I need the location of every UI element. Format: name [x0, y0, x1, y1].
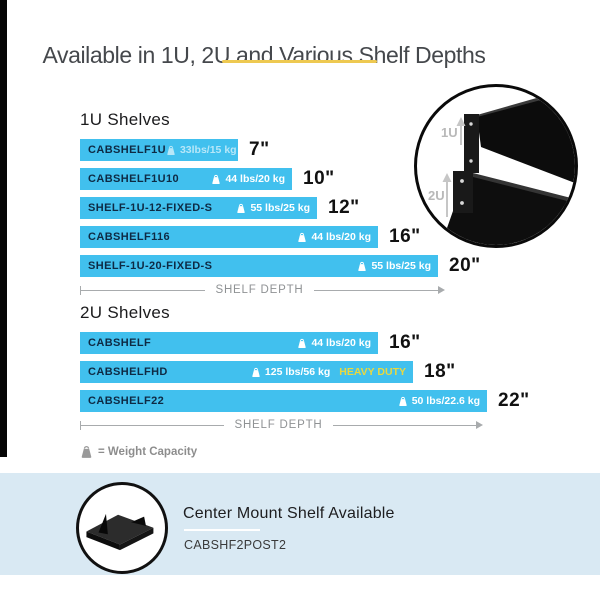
weight-capacity-label: 125 lbs/56 kg HEAVY DUTY	[251, 366, 413, 378]
section-heading: 2U Shelves	[80, 303, 170, 322]
model-label: CABSHELF1U10	[88, 173, 179, 185]
depth-label: 22"	[498, 390, 530, 411]
weight-icon	[298, 232, 307, 242]
axis-label: SHELF DEPTH	[234, 419, 323, 431]
shelf-bar-row: CABSHELF1U 33lbs/15 kg 7"	[80, 139, 481, 161]
bar-group-2u: CABSHELF 44 lbs/20 kg 16" CABSHELFHD 125…	[80, 332, 530, 412]
shelf-depth-axis: SHELF DEPTH	[80, 419, 484, 431]
bar-group-1u: CABSHELF1U 33lbs/15 kg 7" CABSHELF1U10 4…	[80, 139, 481, 277]
axis-arrowhead-icon	[438, 286, 446, 294]
title-underline	[222, 60, 377, 63]
shelf-bar: CABSHELF22 50 lbs/22.6 kg	[80, 390, 487, 412]
page-title: Available in 1U, 2U and Various Shelf De…	[42, 42, 486, 69]
shelf-depth-axis: SHELF DEPTH	[80, 284, 446, 296]
shelf-bar-row: SHELF-1U-12-FIXED-S 55 lbs/25 kg 12"	[80, 197, 481, 219]
weight-value: 55 lbs/25 kg	[371, 260, 431, 272]
shelf-bar-row: CABSHELF1U10 44 lbs/20 kg 10"	[80, 168, 481, 190]
shelf-bar: SHELF-1U-20-FIXED-S 55 lbs/25 kg	[80, 255, 438, 277]
model-label: CABSHELFHD	[88, 366, 168, 378]
weight-icon	[237, 203, 246, 213]
model-label: CABSHELF22	[88, 395, 165, 407]
shelf-bar-row: CABSHELF 44 lbs/20 kg 16"	[80, 332, 530, 354]
model-label: SHELF-1U-12-FIXED-S	[88, 202, 213, 214]
weight-icon	[212, 174, 221, 184]
weight-icon	[81, 445, 92, 458]
weight-value: 50 lbs/22.6 kg	[411, 395, 480, 407]
shelf-bar-row: CABSHELF22 50 lbs/22.6 kg 22"	[80, 390, 530, 412]
section-heading: 1U Shelves	[80, 110, 170, 129]
shelf-bar-row: CABSHELF116 44 lbs/20 kg 16"	[80, 226, 481, 248]
left-edge-strip	[0, 0, 7, 457]
weight-capacity-label: 33lbs/15 kg	[166, 144, 244, 156]
footer-title: Center Mount Shelf Available	[183, 505, 395, 522]
footer-title-underline	[184, 529, 260, 531]
axis-line	[81, 289, 206, 291]
shelf-bar-row: SHELF-1U-20-FIXED-S 55 lbs/25 kg 20"	[80, 255, 481, 277]
shelf-photo-illustration: 1U 2U	[428, 87, 575, 245]
shelf-bar-row: CABSHELFHD 125 lbs/56 kg HEAVY DUTY 18"	[80, 361, 530, 383]
model-label: CABSHELF1U	[88, 144, 166, 156]
axis-start-tick	[80, 420, 81, 430]
depth-label: 16"	[389, 226, 421, 247]
weight-capacity-label: 44 lbs/20 kg	[297, 231, 378, 243]
weight-icon	[167, 145, 175, 155]
inset-label-2u: 2U	[428, 188, 445, 203]
weight-capacity-label: 44 lbs/20 kg	[211, 173, 292, 185]
weight-value: 125 lbs/56 kg	[264, 366, 331, 378]
axis-arrowhead-icon	[476, 421, 484, 429]
model-label: SHELF-1U-20-FIXED-S	[88, 260, 213, 272]
axis-line	[313, 289, 439, 291]
weight-capacity-label: 44 lbs/20 kg	[297, 337, 378, 349]
weight-capacity-legend: = Weight Capacity	[80, 445, 197, 459]
axis-line	[81, 424, 225, 426]
section-1u-shelves: 1U Shelves CABSHELF1U 33lbs/15 kg 7" CAB…	[80, 110, 481, 296]
weight-capacity-label: 55 lbs/25 kg	[357, 260, 438, 272]
weight-value: 44 lbs/20 kg	[311, 337, 371, 349]
axis-label: SHELF DEPTH	[215, 284, 304, 296]
model-label: CABSHELF116	[88, 231, 171, 243]
model-label: CABSHELF	[88, 337, 152, 349]
weight-icon	[358, 261, 367, 271]
shelf-bar: CABSHELF1U 33lbs/15 kg	[80, 139, 238, 161]
inset-label-1u: 1U	[441, 125, 458, 140]
depth-label: 7"	[249, 139, 270, 160]
center-mount-shelf-photo	[76, 482, 168, 574]
shelf-bar: SHELF-1U-12-FIXED-S 55 lbs/25 kg	[80, 197, 317, 219]
up-arrow-2u-icon	[442, 173, 452, 217]
weight-capacity-label: 55 lbs/25 kg	[236, 202, 317, 214]
center-mount-shelf-illustration	[86, 513, 154, 551]
weight-icon	[252, 367, 260, 377]
shelf-bar: CABSHELF116 44 lbs/20 kg	[80, 226, 378, 248]
legend-label: = Weight Capacity	[98, 446, 198, 458]
shelf-bar: CABSHELF1U10 44 lbs/20 kg	[80, 168, 292, 190]
section-2u-shelves: 2U Shelves CABSHELF 44 lbs/20 kg 16" CAB…	[80, 303, 530, 431]
depth-label: 10"	[303, 168, 335, 189]
shelf-bar: CABSHELFHD 125 lbs/56 kg HEAVY DUTY	[80, 361, 413, 383]
shelf-photo-inset: 1U 2U	[414, 84, 578, 248]
shelf-bar: CABSHELF 44 lbs/20 kg	[80, 332, 378, 354]
depth-label: 20"	[449, 255, 481, 276]
heavy-duty-badge: HEAVY DUTY	[339, 366, 406, 378]
weight-icon	[399, 396, 407, 406]
up-arrow-1u-icon	[456, 117, 466, 145]
depth-label: 18"	[424, 361, 456, 382]
weight-value: 33lbs/15 kg	[179, 144, 237, 156]
footer-model-number: CABSHF2POST2	[184, 538, 287, 552]
weight-capacity-label: 50 lbs/22.6 kg	[398, 395, 487, 407]
axis-start-tick	[80, 285, 81, 295]
weight-value: 55 lbs/25 kg	[250, 202, 310, 214]
weight-value: 44 lbs/20 kg	[225, 173, 285, 185]
depth-label: 12"	[328, 197, 360, 218]
depth-label: 16"	[389, 332, 421, 353]
axis-line	[332, 424, 477, 426]
weight-value: 44 lbs/20 kg	[311, 231, 371, 243]
shelf-2u-photo	[441, 171, 575, 245]
weight-icon	[298, 338, 307, 348]
